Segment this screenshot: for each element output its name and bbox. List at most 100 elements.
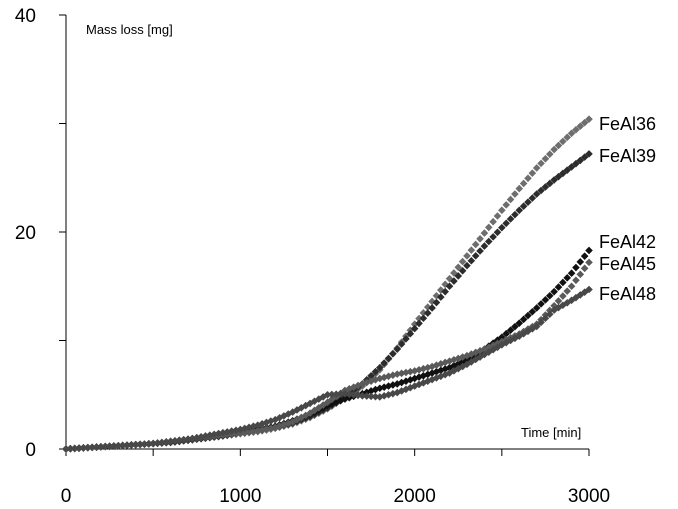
data-point [524,311,532,320]
data-point [219,428,227,437]
data-point [314,403,323,412]
data-point [458,362,467,371]
data-point [550,287,558,296]
data-point [376,393,384,401]
data-point [380,359,388,367]
data-point [445,274,454,283]
data-point [70,444,79,453]
data-point [572,276,580,285]
data-point [580,118,589,127]
data-point [345,390,354,399]
data-point [480,350,489,359]
data-point [506,215,515,223]
data-point [550,145,558,154]
data-point [149,439,157,448]
data-point [572,159,580,168]
data-point [528,169,537,177]
data-point [402,385,410,394]
data-point [153,439,162,447]
data-point [541,314,550,323]
data-point [519,329,528,338]
data-point [554,297,563,305]
data-point [471,348,480,357]
data-point [432,291,441,300]
data-point [524,198,532,206]
data-point [458,266,467,275]
data-point [406,367,415,376]
data-point [537,186,545,195]
data-point [502,338,510,347]
data-point [484,237,493,246]
data-point [585,115,593,123]
data-point [554,283,563,291]
data-point [415,373,423,381]
data-point [450,269,458,277]
data-point [489,345,497,354]
data-point [345,384,354,393]
data-point [415,365,423,374]
y-tick-label: 40 [15,6,36,27]
data-point [489,233,497,241]
data-point [415,380,423,389]
data-point [585,258,593,267]
data-point [554,141,563,150]
series-label-FeAl45: FeAl45 [599,254,656,274]
data-point [519,202,528,211]
data-point [192,433,201,442]
data-point [559,169,567,178]
data-point [275,422,284,430]
data-point [79,444,88,452]
data-point [541,154,550,163]
data-point [214,429,223,438]
data-point [253,421,262,429]
data-point [380,373,388,382]
data-point [253,426,262,435]
data-point [297,413,306,422]
data-point [515,319,524,327]
data-point [489,217,497,226]
data-point [349,383,358,391]
series-label-FeAl39: FeAl39 [599,146,656,166]
data-point [88,443,96,452]
data-point [454,263,463,272]
data-point [450,367,458,375]
data-point [559,137,567,146]
data-point [162,438,171,446]
x-tick-label: 3000 [568,486,610,507]
data-point [341,389,349,398]
data-point [563,133,572,142]
data-point [545,179,554,188]
series-FeAl48 [62,285,593,453]
data-point [284,410,293,418]
data-point [437,293,445,301]
data-point [197,432,205,441]
data-point [545,310,554,318]
data-point [432,367,441,376]
data-point [314,395,323,403]
data-point [310,397,319,406]
data-point [576,270,585,279]
data-point [498,223,506,232]
data-point [563,166,572,174]
data-point [576,156,585,165]
data-point [336,390,345,398]
data-point [537,300,545,308]
data-point [441,370,449,379]
data-point [419,371,428,380]
data-point [419,314,428,323]
data-point [550,176,558,184]
data-point [476,234,484,243]
data-point [572,263,580,272]
data-point [554,172,563,181]
data-point [519,315,528,324]
data-point [580,153,589,161]
data-point [511,210,519,219]
data-point [249,427,258,435]
data-point [432,298,441,307]
data-point [415,319,423,328]
data-point [319,393,327,401]
data-point [580,252,589,260]
data-point [397,378,406,387]
data-point [384,354,393,363]
